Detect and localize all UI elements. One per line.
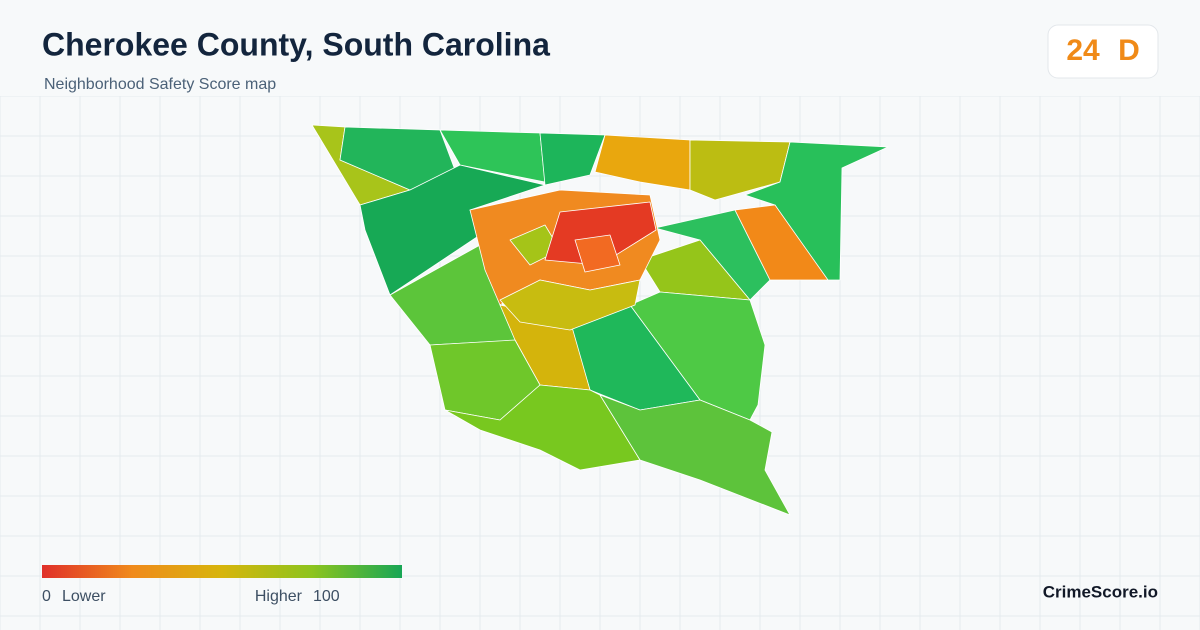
score-grade: D — [1118, 34, 1140, 67]
legend-gradient — [42, 565, 402, 578]
area — [689, 139, 791, 201]
area — [599, 394, 791, 516]
area — [734, 204, 829, 281]
legend-min: 0 — [42, 588, 51, 605]
county-map — [311, 124, 889, 516]
title: Cherokee County, South Carolina — [42, 26, 550, 62]
header-bg — [0, 0, 1200, 96]
legend-min-label: Lower — [62, 588, 106, 605]
score-box — [1047, 24, 1159, 79]
legend-max: 100 — [313, 588, 340, 605]
area — [499, 279, 641, 331]
area — [594, 134, 691, 191]
subtitle: Neighborhood Safety Score map — [44, 76, 276, 93]
legend-max-label: Higher — [255, 588, 303, 605]
area — [539, 132, 606, 186]
brand: CrimeScore.io — [1043, 582, 1158, 601]
area — [574, 234, 621, 273]
area — [544, 201, 657, 266]
score-value: 24 — [1066, 34, 1100, 67]
